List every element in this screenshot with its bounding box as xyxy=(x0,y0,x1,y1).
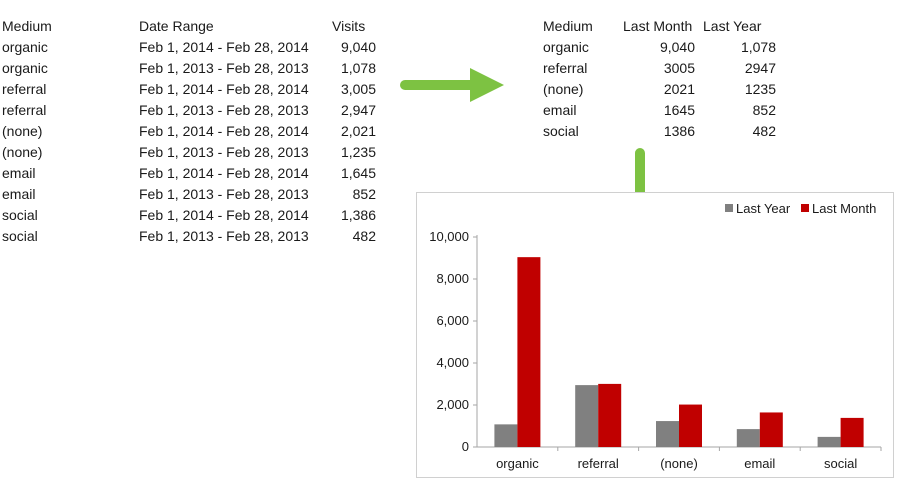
pivot-cell-last-month: 9,040 xyxy=(659,39,695,55)
bar-last-year-organic xyxy=(494,424,518,447)
bar-last-year-none xyxy=(656,421,679,447)
bar-last-month-social xyxy=(840,417,864,447)
bar-last-month-organic xyxy=(517,257,541,447)
raw-header-medium: Medium xyxy=(2,18,52,34)
x-tick-label: email xyxy=(744,456,775,471)
raw-header-visits: Visits xyxy=(332,18,366,34)
pivot-header-medium: Medium xyxy=(543,18,593,34)
x-tick-label: referral xyxy=(578,456,619,471)
y-tick-label: 8,000 xyxy=(436,271,469,286)
raw-cell-visits: 1,645 xyxy=(340,165,376,181)
pivot-cell-medium: (none) xyxy=(543,81,584,97)
pivot-header-last-year: Last Year xyxy=(703,18,762,34)
legend-label-last-year: Last Year xyxy=(736,201,791,216)
raw-cell-medium: (none) xyxy=(2,123,43,139)
x-tick-label: (none) xyxy=(660,456,698,471)
bar-last-year-referral xyxy=(575,385,599,447)
raw-cell-visits: 9,040 xyxy=(340,39,376,55)
raw-cell-date-range: Feb 1, 2013 - Feb 28, 2013 xyxy=(139,228,309,244)
raw-cell-date-range: Feb 1, 2013 - Feb 28, 2013 xyxy=(139,144,309,160)
x-tick-label: social xyxy=(824,456,857,471)
raw-cell-medium: organic xyxy=(2,39,48,55)
legend-swatch-last-month xyxy=(801,204,809,212)
pivot-cell-medium: organic xyxy=(543,39,589,55)
bar-last-month-referral xyxy=(598,383,622,447)
bar-last-year-email xyxy=(736,429,760,447)
pivot-cell-medium: email xyxy=(543,102,577,118)
raw-cell-medium: social xyxy=(2,228,38,244)
pivot-cell-medium: referral xyxy=(543,60,588,76)
pivot-header-last-month: Last Month xyxy=(623,18,693,34)
raw-cell-medium: email xyxy=(2,186,36,202)
raw-cell-date-range: Feb 1, 2013 - Feb 28, 2013 xyxy=(139,102,309,118)
raw-cell-medium: email xyxy=(2,165,36,181)
raw-cell-medium: social xyxy=(2,207,38,223)
raw-cell-visits: 2,947 xyxy=(340,102,376,118)
raw-cell-visits: 2,021 xyxy=(340,123,376,139)
x-tick-label: organic xyxy=(496,456,539,471)
raw-cell-visits: 1,386 xyxy=(340,207,376,223)
raw-header-date-range: Date Range xyxy=(139,18,214,34)
raw-cell-date-range: Feb 1, 2013 - Feb 28, 2013 xyxy=(139,186,309,202)
raw-cell-medium: referral xyxy=(2,81,47,97)
bar-last-year-social xyxy=(817,436,841,447)
raw-cell-visits: 1,078 xyxy=(340,60,376,76)
chart-container: 0 2,000 4,000 6,000 8,000 10,000 organic referr… xyxy=(416,192,894,478)
y-tick-label: 10,000 xyxy=(429,229,469,244)
y-tick-label: 2,000 xyxy=(436,397,469,412)
pivot-cell-last-month: 1645 xyxy=(663,102,695,118)
pivot-cell-last-year: 852 xyxy=(752,102,776,118)
raw-cell-date-range: Feb 1, 2014 - Feb 28, 2014 xyxy=(139,123,309,139)
pivot-cell-last-year: 2947 xyxy=(744,60,776,76)
pivot-cell-last-year: 1235 xyxy=(744,81,776,97)
pivot-cell-last-month: 3005 xyxy=(663,60,695,76)
raw-cell-medium: (none) xyxy=(2,144,43,160)
raw-cell-visits: 852 xyxy=(352,186,376,202)
bar-chart: 0 2,000 4,000 6,000 8,000 10,000 organic referr… xyxy=(429,201,882,471)
raw-cell-visits: 1,235 xyxy=(340,144,376,160)
pivot-cell-last-month: 1386 xyxy=(663,123,695,139)
y-tick-label: 4,000 xyxy=(436,355,469,370)
pivot-cell-medium: social xyxy=(543,123,579,139)
raw-cell-medium: referral xyxy=(2,102,47,118)
raw-cell-date-range: Feb 1, 2014 - Feb 28, 2014 xyxy=(139,81,309,97)
raw-cell-medium: organic xyxy=(2,60,48,76)
pivot-cell-last-year: 482 xyxy=(752,123,776,139)
bar-last-month-email xyxy=(759,412,783,447)
raw-cell-visits: 3,005 xyxy=(340,81,376,97)
y-tick-label: 0 xyxy=(462,439,469,454)
raw-cell-date-range: Feb 1, 2014 - Feb 28, 2014 xyxy=(139,165,309,181)
legend-swatch-last-year xyxy=(725,204,733,212)
raw-cell-date-range: Feb 1, 2014 - Feb 28, 2014 xyxy=(139,39,309,55)
raw-cell-date-range: Feb 1, 2014 - Feb 28, 2014 xyxy=(139,207,309,223)
right-arrow-icon xyxy=(400,68,504,102)
pivot-cell-last-year: 1,078 xyxy=(740,39,776,55)
pivot-cell-last-month: 2021 xyxy=(663,81,695,97)
y-tick-label: 6,000 xyxy=(436,313,469,328)
bar-last-month-none xyxy=(679,404,702,447)
raw-cell-visits: 482 xyxy=(352,228,376,244)
legend-label-last-month: Last Month xyxy=(812,201,876,216)
raw-cell-date-range: Feb 1, 2013 - Feb 28, 2013 xyxy=(139,60,309,76)
